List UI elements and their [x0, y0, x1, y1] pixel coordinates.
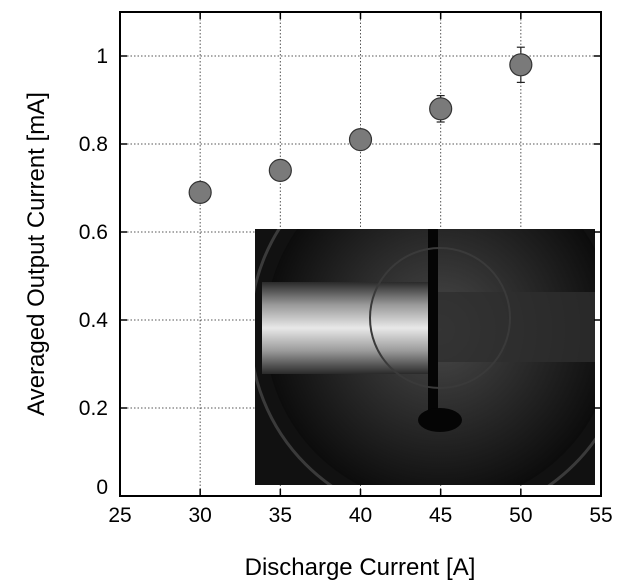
x-tick-label: 40 — [349, 504, 372, 527]
x-tick-label: 35 — [269, 504, 292, 527]
y-tick-label: 0 — [96, 476, 108, 499]
data-point — [188, 180, 212, 204]
y-tick-label: 0.8 — [79, 133, 108, 156]
x-tick-label: 25 — [108, 504, 131, 527]
inset-photograph — [255, 229, 595, 485]
data-point — [509, 53, 533, 77]
x-tick-label: 55 — [589, 504, 612, 527]
x-tick-label: 50 — [509, 504, 532, 527]
plot-frame — [119, 11, 602, 497]
axis-ticks: 25 30 35 40 45 50 55 0 0.2 0.4 0.6 0.8 1 — [79, 12, 613, 527]
x-tick-label: 30 — [188, 504, 211, 527]
data-points — [188, 46, 533, 204]
y-axis-title: Averaged Output Current [mA] — [23, 92, 50, 416]
data-point — [348, 128, 373, 152]
x-axis-title: Discharge Current [A] — [245, 554, 476, 580]
x-tick-label: 45 — [429, 504, 452, 527]
y-tick-label: 0.4 — [79, 309, 109, 332]
y-tick-label: 0.2 — [79, 397, 108, 420]
data-point — [268, 158, 292, 182]
y-tick-label: 0.6 — [79, 221, 108, 244]
data-point — [429, 97, 453, 121]
y-tick-label: 1 — [96, 45, 108, 68]
